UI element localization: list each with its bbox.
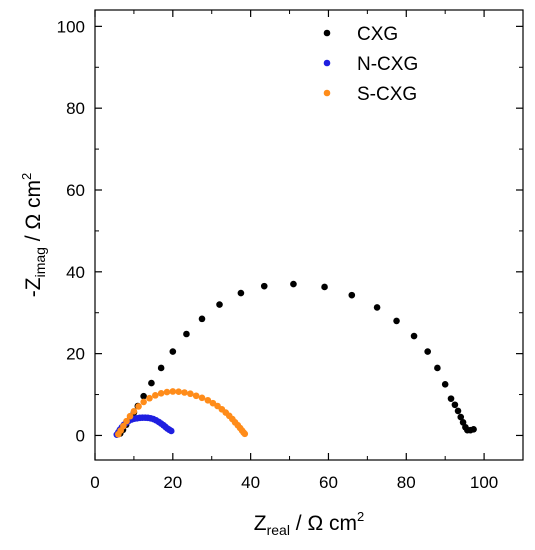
data-point xyxy=(135,403,142,410)
data-point xyxy=(126,412,134,420)
data-point xyxy=(198,394,206,402)
x-tick-label: 100 xyxy=(470,473,498,492)
data-point xyxy=(457,413,465,421)
series-cxg xyxy=(116,280,477,437)
y-tick-label: 60 xyxy=(66,181,85,200)
plot-area-frame xyxy=(94,9,524,461)
y-tick-label: 80 xyxy=(66,99,85,118)
data-point xyxy=(204,396,212,404)
data-point xyxy=(260,282,268,290)
legend-marker xyxy=(323,29,331,37)
data-point xyxy=(459,419,467,426)
x-axis-title: Zreal / Ω cm2 xyxy=(254,509,364,538)
data-point xyxy=(123,417,130,425)
data-point xyxy=(451,401,459,409)
data-point xyxy=(157,364,165,372)
data-points xyxy=(113,280,477,438)
data-point xyxy=(373,304,381,311)
data-point xyxy=(348,291,356,299)
legend-label: CXG xyxy=(357,24,398,45)
data-point xyxy=(140,392,147,400)
x-tick-label: 60 xyxy=(319,473,338,492)
data-point xyxy=(163,388,171,396)
x-tick-label: 20 xyxy=(163,473,182,492)
data-point xyxy=(216,301,223,308)
data-point xyxy=(434,364,441,372)
data-point xyxy=(140,398,147,406)
data-point xyxy=(454,407,462,415)
data-point xyxy=(169,348,177,355)
data-point xyxy=(175,388,182,395)
data-point xyxy=(181,389,188,396)
data-point xyxy=(146,394,153,402)
x-tick-label: 40 xyxy=(241,473,260,492)
data-point xyxy=(120,422,127,430)
data-point xyxy=(410,332,418,340)
data-point xyxy=(393,317,400,325)
data-point xyxy=(441,381,449,388)
y-axis-title: -Zimag / Ω cm2 xyxy=(19,173,48,297)
data-point xyxy=(157,390,165,397)
data-point xyxy=(424,348,431,355)
data-point xyxy=(237,289,245,297)
data-point xyxy=(321,283,328,291)
data-point xyxy=(187,390,194,398)
data-point xyxy=(148,379,155,387)
axis-ticks: 0 20 40 60 80 100 0 20 40 60 80 100 xyxy=(57,10,524,492)
data-point xyxy=(192,392,200,400)
y-tick-label: 20 xyxy=(66,345,85,364)
legend-label: N-CXG xyxy=(357,54,418,75)
data-point xyxy=(169,388,177,395)
legend-marker xyxy=(323,59,331,67)
data-point xyxy=(447,395,455,402)
data-point xyxy=(198,315,206,323)
data-point xyxy=(290,280,297,288)
y-tick-label: 40 xyxy=(66,263,85,282)
data-point xyxy=(241,430,249,438)
y-tick-label: 0 xyxy=(76,426,85,445)
legend-label: S-CXG xyxy=(357,84,417,105)
legend-marker xyxy=(323,89,331,97)
x-tick-label: 0 xyxy=(90,473,99,492)
series-s-cxg xyxy=(115,388,249,438)
data-point xyxy=(470,426,477,433)
data-point xyxy=(167,427,175,435)
data-point xyxy=(183,330,190,338)
x-tick-label: 80 xyxy=(397,473,416,492)
data-point xyxy=(152,392,159,399)
legend: CXG N-CXG S-CXG xyxy=(323,24,418,105)
y-tick-label: 100 xyxy=(57,17,85,36)
data-point xyxy=(130,408,138,415)
